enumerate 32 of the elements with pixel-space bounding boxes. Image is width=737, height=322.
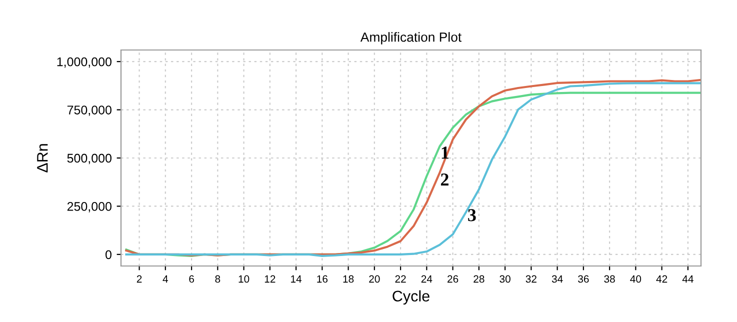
series-label: 2 bbox=[440, 174, 448, 186]
x-tick-label: 24 bbox=[421, 275, 432, 283]
x-tick-label: 32 bbox=[526, 275, 536, 283]
x-tick-label: 30 bbox=[500, 275, 510, 283]
y-tick-label: 750,000 bbox=[67, 106, 112, 116]
x-tick-label: 34 bbox=[552, 275, 563, 283]
y-tick-label: 1,000,000 bbox=[57, 57, 112, 68]
chart-title: Amplification Plot bbox=[360, 32, 462, 44]
x-tick-label: 4 bbox=[162, 275, 168, 283]
x-tick-label: 10 bbox=[238, 275, 250, 283]
x-tick-label: 14 bbox=[291, 275, 302, 283]
x-tick-label: 38 bbox=[604, 275, 615, 283]
x-axis-title: Cycle bbox=[392, 290, 430, 305]
x-tick-label: 16 bbox=[317, 275, 328, 283]
y-tick-label: 250,000 bbox=[67, 202, 112, 212]
x-tick-label: 6 bbox=[189, 275, 194, 283]
x-tick-label: 40 bbox=[630, 275, 642, 283]
x-tick-label: 36 bbox=[578, 275, 589, 283]
y-tick-label: 0 bbox=[106, 250, 112, 260]
x-tick-label: 28 bbox=[474, 275, 484, 283]
x-tick-label: 8 bbox=[215, 275, 220, 283]
series-label: 3 bbox=[468, 209, 476, 222]
y-tick-label: 500,000 bbox=[67, 154, 112, 164]
x-tick-label: 44 bbox=[682, 275, 694, 283]
x-tick-label: 26 bbox=[448, 275, 458, 283]
x-tick-label: 18 bbox=[343, 275, 354, 283]
x-tick-label: 20 bbox=[369, 275, 380, 283]
x-tick-label: 2 bbox=[136, 275, 142, 283]
y-axis-title: ΔRn bbox=[37, 144, 48, 172]
x-tick-label: 12 bbox=[264, 275, 276, 283]
x-tick-label: 42 bbox=[656, 275, 668, 283]
x-tick-label: 22 bbox=[395, 275, 406, 283]
